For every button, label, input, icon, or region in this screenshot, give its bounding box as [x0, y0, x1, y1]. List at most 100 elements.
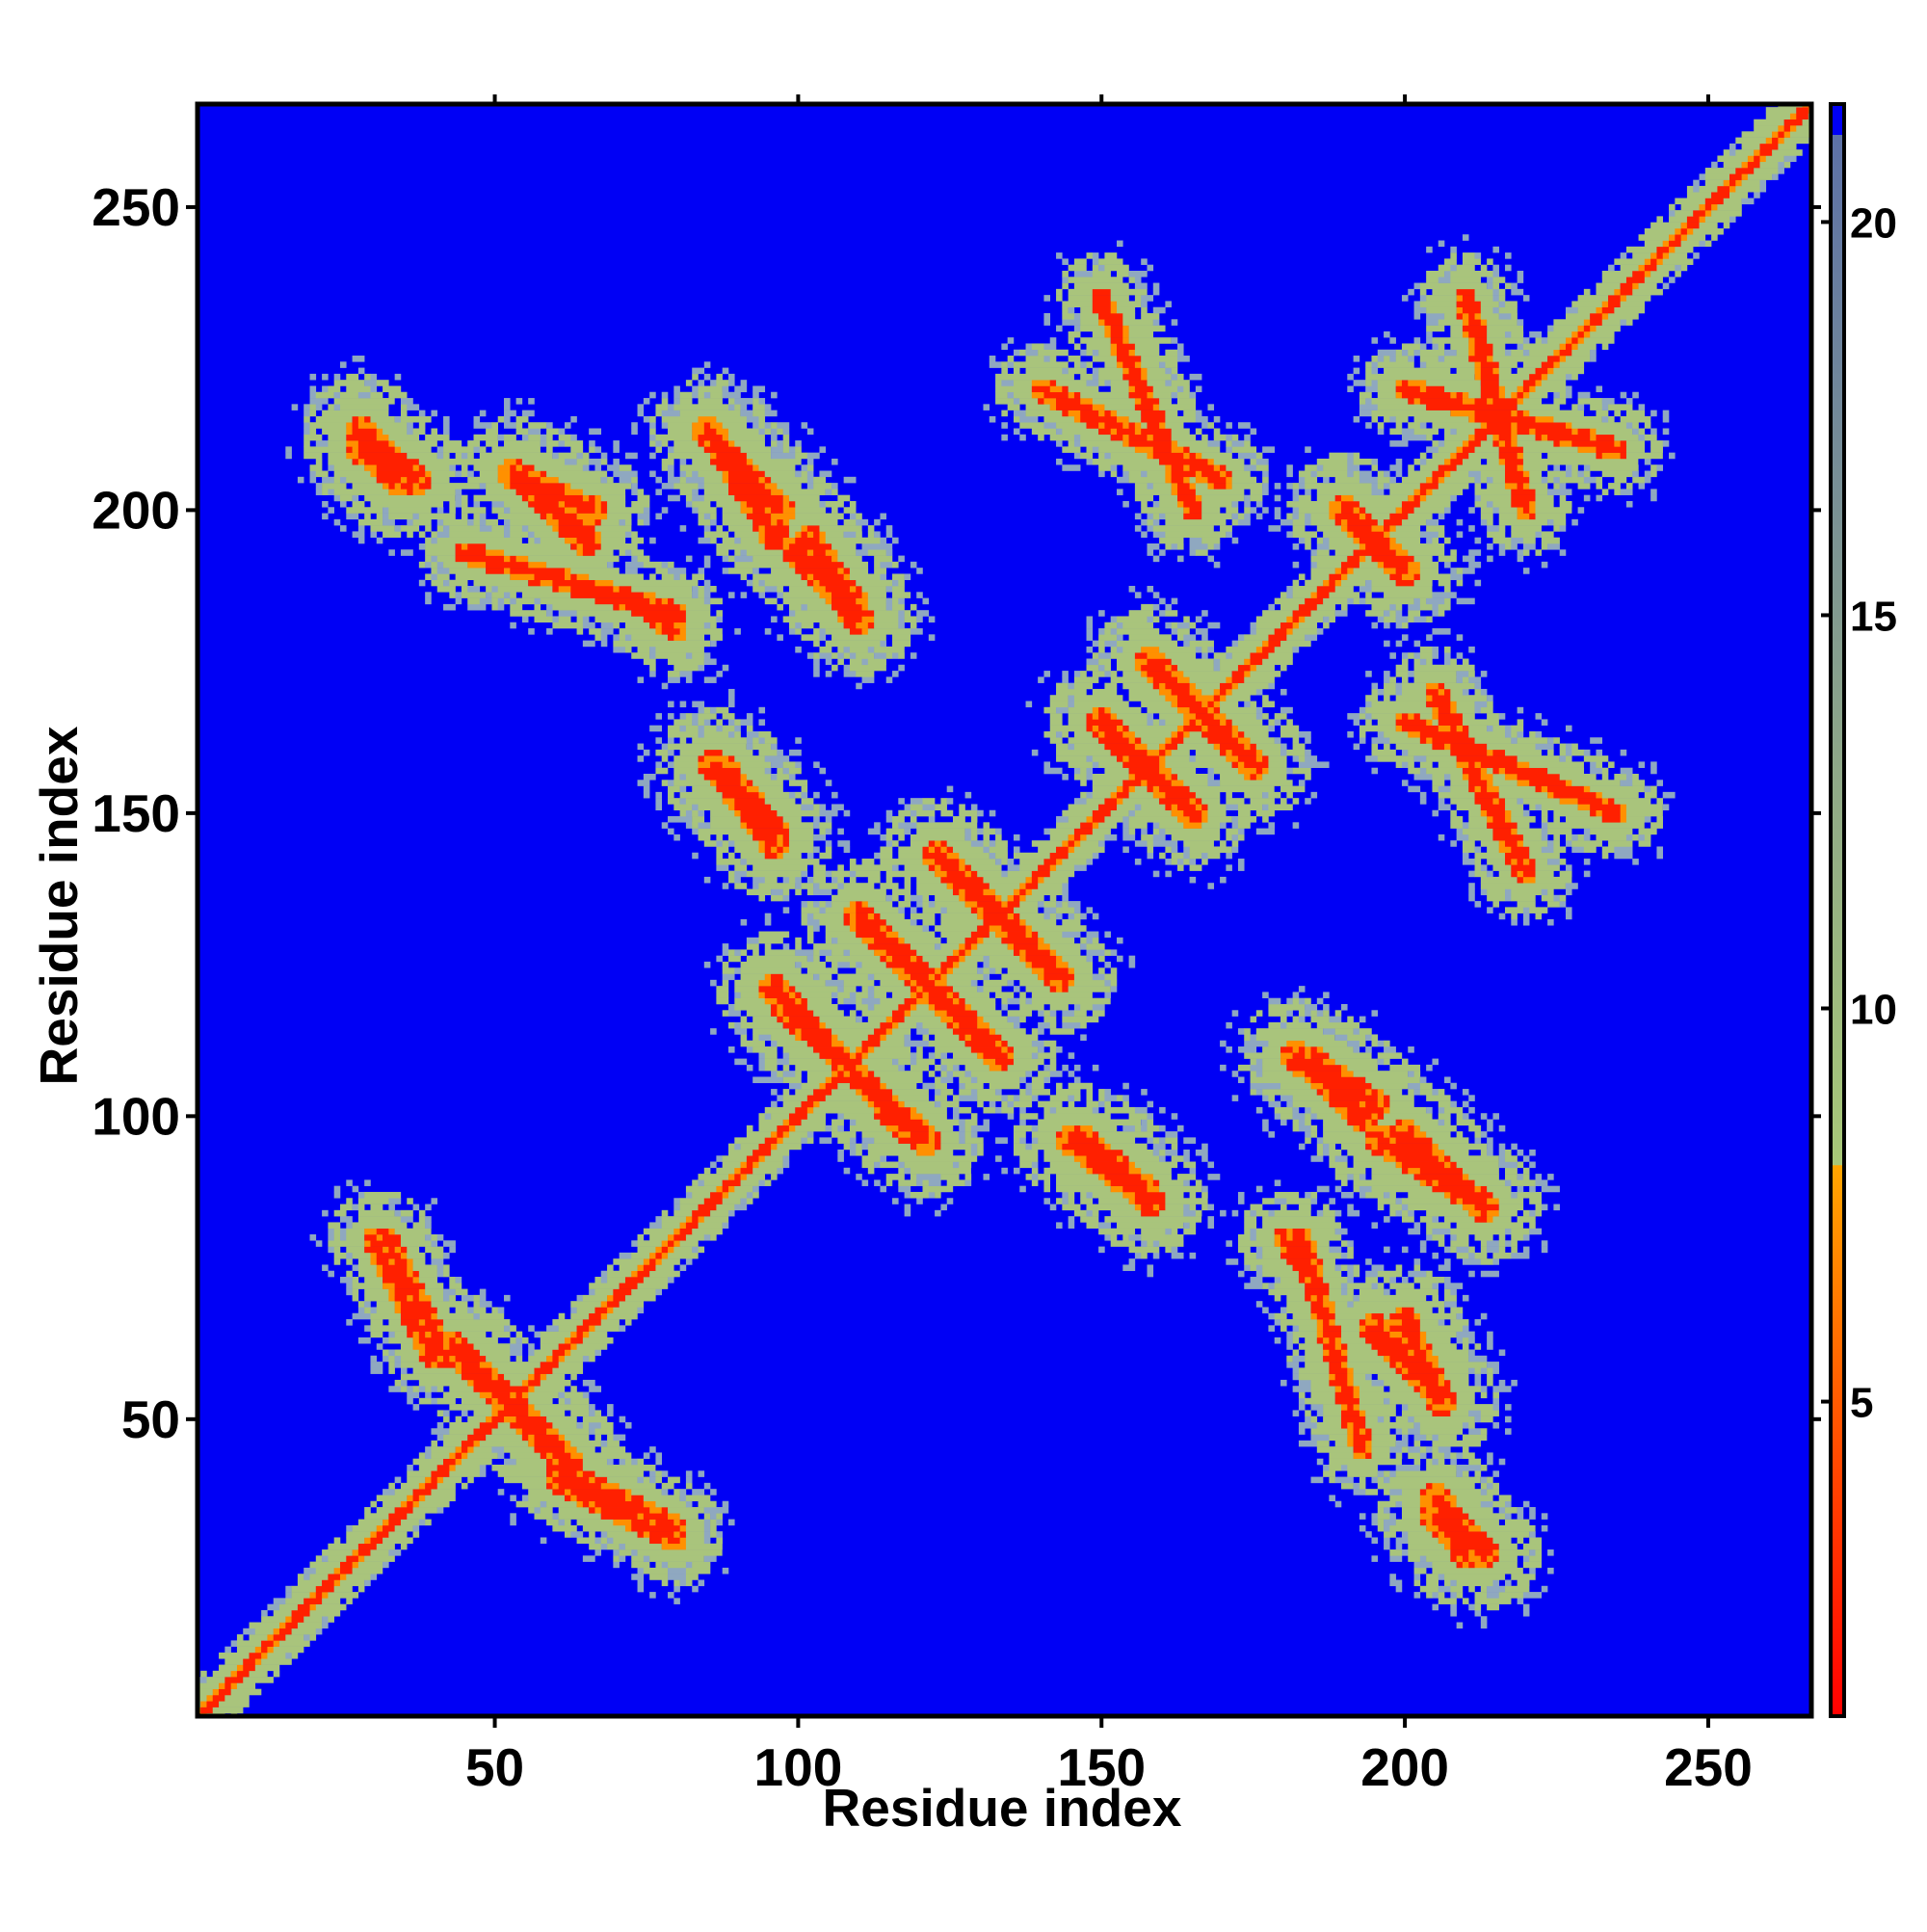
- heatmap-cell: [1517, 719, 1524, 726]
- heatmap-cell: [710, 816, 741, 823]
- heatmap-cell: [1068, 1191, 1075, 1199]
- heatmap-cell: [1098, 1100, 1105, 1108]
- heatmap-cell: [291, 1592, 310, 1599]
- heatmap-cell: [1359, 725, 1396, 732]
- heatmap-cell: [703, 719, 711, 726]
- heatmap-cell: [1147, 1137, 1154, 1144]
- heatmap-cell: [1480, 1585, 1488, 1593]
- heatmap-cell: [940, 840, 947, 847]
- heatmap-cell: [861, 616, 875, 623]
- heatmap-cell: [1456, 634, 1464, 641]
- heatmap-cell: [679, 774, 687, 781]
- heatmap-cell: [655, 622, 662, 629]
- heatmap-cell: [528, 1325, 535, 1332]
- heatmap-cell: [892, 955, 911, 963]
- heatmap-cell: [1049, 1046, 1057, 1053]
- heatmap-cell: [1262, 1064, 1287, 1072]
- heatmap-cell: [1419, 1082, 1433, 1090]
- heatmap-cell: [952, 986, 978, 992]
- heatmap-cell: [1571, 780, 1621, 786]
- heatmap-cell: [1171, 749, 1190, 756]
- heatmap-cell: [1305, 1410, 1311, 1416]
- heatmap-cell: [1231, 846, 1239, 854]
- heatmap-cell: [436, 1312, 474, 1320]
- heatmap-cell: [1347, 1040, 1360, 1047]
- heatmap-cell: [1450, 1288, 1457, 1296]
- heatmap-cell: [1498, 1543, 1518, 1550]
- heatmap-cell: [959, 859, 965, 865]
- heatmap-cell: [983, 937, 1002, 944]
- heatmap-cell: [1013, 1100, 1033, 1108]
- heatmap-cell: [880, 1034, 886, 1042]
- heatmap-cell: [1189, 846, 1232, 854]
- heatmap-cell: [461, 1294, 474, 1302]
- heatmap-cell: [352, 1204, 359, 1211]
- heatmap-cell: [455, 1362, 462, 1368]
- heatmap-cell: [1474, 870, 1488, 878]
- heatmap-cell: [1432, 1143, 1439, 1151]
- heatmap-cell: [1086, 767, 1094, 775]
- heatmap-cell: [832, 876, 838, 884]
- heatmap-cell: [619, 1482, 656, 1490]
- heatmap-cell: [1080, 822, 1094, 829]
- heatmap-cell: [1098, 713, 1111, 720]
- heatmap-cell: [734, 967, 741, 974]
- heatmap-cell: [952, 1071, 965, 1077]
- heatmap-cell: [940, 809, 954, 817]
- heatmap-cell: [1334, 1034, 1348, 1042]
- heatmap-cell: [643, 749, 650, 756]
- heatmap-cell: [1535, 870, 1554, 878]
- heatmap-cell: [1207, 883, 1215, 889]
- heatmap-cell: [394, 1288, 420, 1296]
- heatmap-cell: [1413, 1258, 1421, 1265]
- heatmap-cell: [328, 1543, 359, 1550]
- heatmap-cell: [1408, 1452, 1421, 1459]
- heatmap-cell: [589, 1355, 595, 1363]
- heatmap-cell: [1038, 931, 1063, 939]
- heatmap-cell: [1389, 1397, 1427, 1405]
- heatmap-cell: [1340, 1410, 1360, 1416]
- heatmap-cell: [782, 907, 790, 913]
- heatmap-cell: [795, 610, 838, 617]
- heatmap-cell: [1438, 713, 1464, 720]
- heatmap-cell: [1110, 979, 1118, 987]
- heatmap-cell: [795, 883, 802, 889]
- heatmap-cell: [728, 1046, 735, 1053]
- heatmap-cell: [970, 870, 978, 878]
- heatmap-cell: [922, 1185, 954, 1193]
- heatmap-cell: [1522, 840, 1548, 847]
- heatmap-cell: [582, 1452, 632, 1459]
- heatmap-cell: [328, 1222, 341, 1229]
- heatmap-cell: [679, 1222, 687, 1229]
- heatmap-cell: [716, 846, 729, 854]
- heatmap-cell: [771, 1113, 790, 1120]
- heatmap-cell: [1122, 646, 1142, 653]
- heatmap-cell: [1474, 798, 1493, 805]
- heatmap-cell: [1438, 706, 1451, 714]
- heatmap-cell: [1152, 719, 1160, 726]
- heatmap-cell: [1371, 1476, 1379, 1484]
- heatmap-cell: [752, 780, 783, 786]
- heatmap-cell: [1043, 901, 1057, 908]
- heatmap-cell: [486, 1397, 492, 1405]
- heatmap-cell: [1244, 730, 1269, 738]
- heatmap-cell: [346, 1270, 353, 1278]
- heatmap-cell: [1340, 1191, 1354, 1199]
- heatmap-cell: [1384, 1288, 1390, 1296]
- heatmap-cell: [685, 1222, 699, 1229]
- heatmap-cell: [528, 1440, 535, 1447]
- heatmap-cell: [1056, 743, 1069, 751]
- heatmap-cell: [716, 1519, 723, 1526]
- heatmap-cell: [964, 1034, 972, 1042]
- heatmap-cell: [1456, 1592, 1464, 1599]
- heatmap-cell: [673, 1489, 680, 1495]
- heatmap-cell: [497, 1367, 535, 1374]
- heatmap-cell: [1347, 1106, 1385, 1114]
- heatmap-cell: [837, 876, 844, 884]
- heatmap-cell: [1086, 955, 1094, 963]
- heatmap-cell: [1492, 1258, 1499, 1265]
- heatmap-cell: [1462, 852, 1469, 860]
- heatmap-cell: [1038, 1137, 1057, 1144]
- heatmap-cell: [267, 1652, 286, 1659]
- heatmap-cell: [1487, 1343, 1493, 1350]
